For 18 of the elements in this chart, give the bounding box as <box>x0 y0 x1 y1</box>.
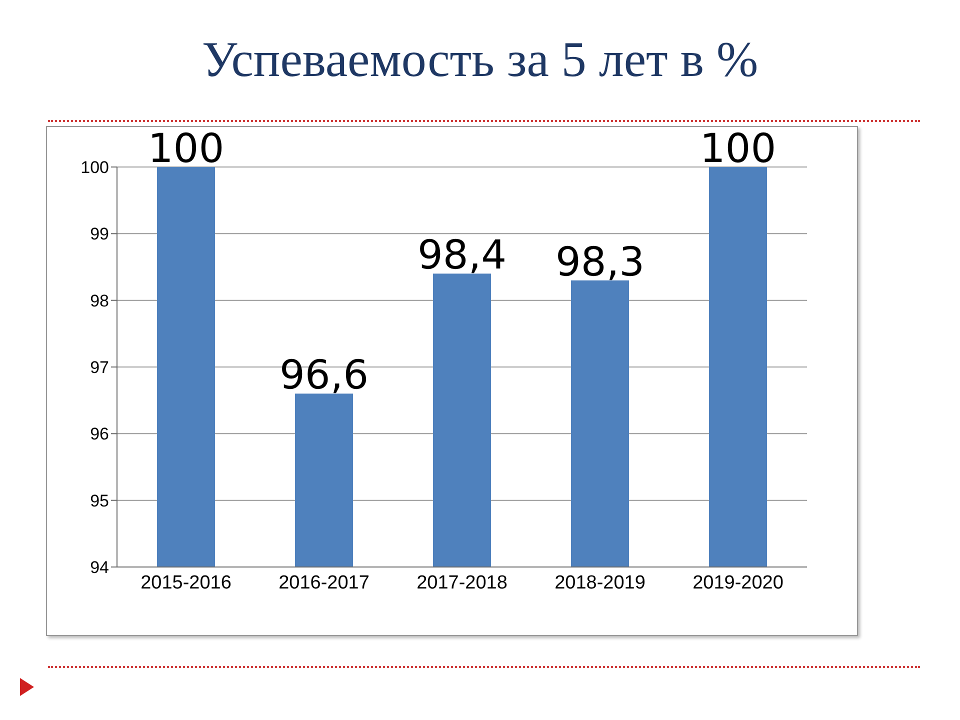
x-tick-label: 2015-2016 <box>140 572 232 594</box>
x-tick-label: 2019-2020 <box>692 572 784 594</box>
y-tick-label: 96 <box>90 424 109 444</box>
y-tick-label: 100 <box>80 158 109 178</box>
data-label: 98,3 <box>555 239 645 286</box>
data-label: 98,4 <box>417 232 507 279</box>
y-tick-label: 99 <box>90 224 109 244</box>
data-label: 100 <box>148 126 224 172</box>
x-tick-label: 2017-2018 <box>416 572 508 594</box>
y-tick-label: 97 <box>90 358 109 378</box>
y-tick-label: 95 <box>90 491 109 510</box>
chart-title: Успеваемость за 5 лет в % <box>200 30 760 89</box>
x-tick-label: 2016-2017 <box>278 572 370 594</box>
y-tick-label: 94 <box>90 558 109 578</box>
data-label: 100 <box>700 126 776 172</box>
y-tick-label: 98 <box>90 291 109 310</box>
x-tick-label: 2018-2019 <box>554 572 646 594</box>
data-label: 96,6 <box>279 352 369 399</box>
